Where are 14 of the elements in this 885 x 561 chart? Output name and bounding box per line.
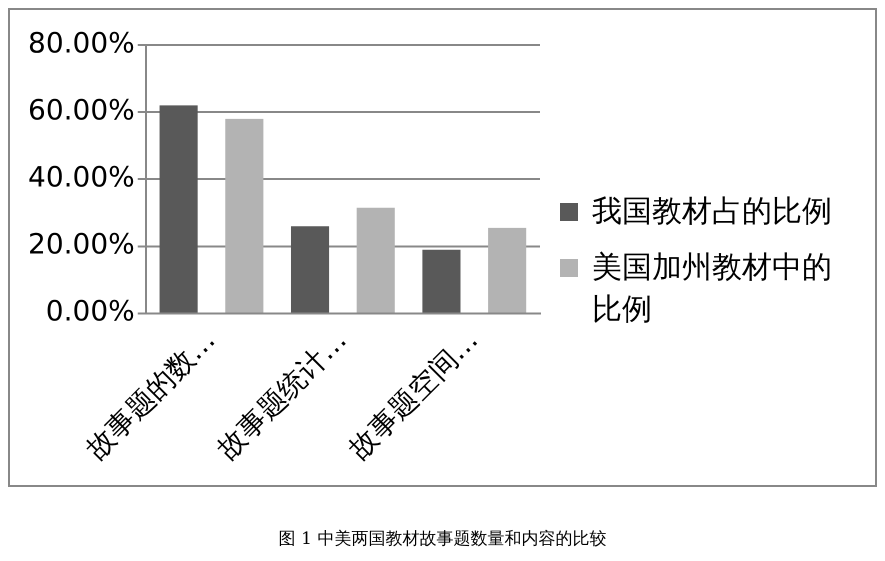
y-tick-label: 20.00%: [28, 228, 135, 261]
legend-label: 美国加州教材中的比例: [592, 248, 833, 328]
bar: [422, 250, 460, 312]
bar: [290, 226, 330, 312]
bar: [488, 228, 526, 312]
caption: 图 1 中美两国教材故事题数量和内容的比较: [278, 528, 608, 550]
bar: [225, 118, 264, 312]
y-tick-label: 40.00%: [28, 160, 135, 194]
bar: [160, 105, 198, 312]
bar: [356, 208, 395, 312]
legend-label: 我国教材占的比例: [592, 192, 833, 230]
y-tick-label: 0.00%: [46, 294, 135, 328]
y-tick-label: 80.00%: [28, 26, 135, 60]
y-tick-label: 60.00%: [28, 93, 135, 126]
